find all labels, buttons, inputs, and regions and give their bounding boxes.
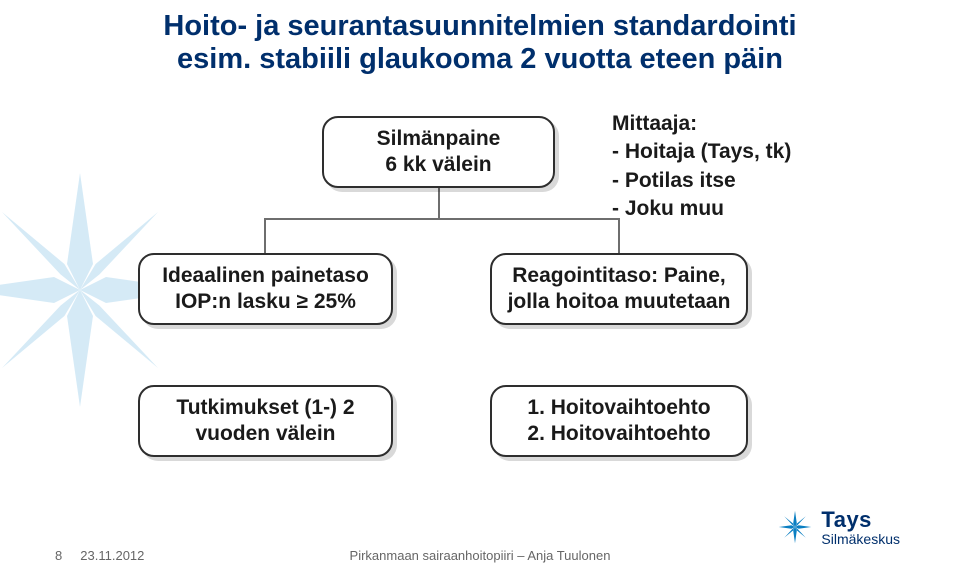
box-right-line1: Reagointitaso: Paine, xyxy=(502,263,736,289)
box-root-line2: 6 kk välein xyxy=(334,152,543,178)
annotation-item-0: - Hoitaja (Tays, tk) xyxy=(612,138,791,166)
box-root: Silmänpaine 6 kk välein xyxy=(322,116,555,188)
box-right-line2: jolla hoitoa muutetaan xyxy=(502,289,736,315)
logo-star-icon xyxy=(777,509,813,545)
logo-sub: Silmäkeskus xyxy=(821,531,900,547)
box-lower-right: 1. Hoitovaihtoehto 2. Hoitovaihtoehto xyxy=(490,385,748,457)
box-left-line1: Ideaalinen painetaso xyxy=(150,263,381,289)
slide-title: Hoito- ja seurantasuunnitelmien standard… xyxy=(0,10,960,76)
connector-h-bus xyxy=(264,218,620,220)
logo-text: Tays Silmäkeskus xyxy=(821,507,900,547)
box-lower-right-line1: 1. Hoitovaihtoehto xyxy=(502,395,736,421)
box-lower-left-line1: Tutkimukset (1-) 2 xyxy=(150,395,381,421)
box-root-line1: Silmänpaine xyxy=(334,126,543,152)
annotation-mittaaja: Mittaaja: - Hoitaja (Tays, tk) - Potilas… xyxy=(612,110,791,223)
annotation-item-2: - Joku muu xyxy=(612,195,791,223)
box-lower-right-line2: 2. Hoitovaihtoehto xyxy=(502,421,736,447)
box-right: Reagointitaso: Paine, jolla hoitoa muute… xyxy=(490,253,748,325)
connector-v-left xyxy=(264,218,266,253)
title-line2: esim. stabiili glaukooma 2 vuotta eteen … xyxy=(0,43,960,76)
logo: Tays Silmäkeskus xyxy=(777,507,900,547)
box-lower-left: Tutkimukset (1-) 2 vuoden välein xyxy=(138,385,393,457)
box-left: Ideaalinen painetaso IOP:n lasku ≥ 25% xyxy=(138,253,393,325)
box-left-line2: IOP:n lasku ≥ 25% xyxy=(150,289,381,315)
box-lower-left-line2: vuoden välein xyxy=(150,421,381,447)
annotation-item-1: - Potilas itse xyxy=(612,167,791,195)
logo-main: Tays xyxy=(821,507,900,533)
title-line1: Hoito- ja seurantasuunnitelmien standard… xyxy=(0,10,960,43)
connector-v-root xyxy=(438,188,440,218)
annotation-title: Mittaaja: xyxy=(612,110,791,138)
footer-center: Pirkanmaan sairaanhoitopiiri – Anja Tuul… xyxy=(0,548,960,563)
